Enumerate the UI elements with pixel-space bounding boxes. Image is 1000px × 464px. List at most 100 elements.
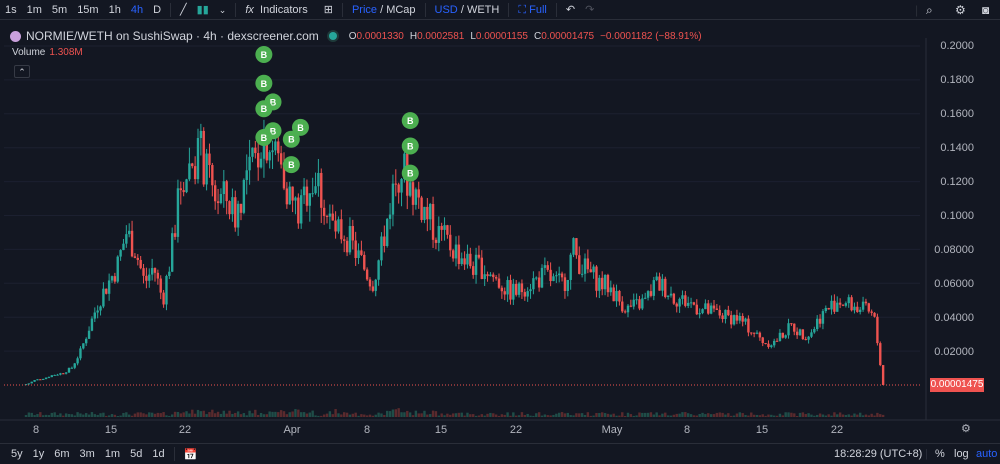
candle-body	[618, 290, 621, 302]
volume-bar	[526, 413, 529, 417]
volume-bar	[50, 412, 53, 417]
volume-bar	[741, 413, 744, 417]
candle-body	[701, 309, 704, 314]
range-1d[interactable]: 1d	[152, 448, 165, 460]
layout-grid-icon[interactable]: ⊞	[323, 3, 333, 16]
range-5y[interactable]: 5y	[11, 448, 23, 460]
volume-bar	[833, 412, 836, 417]
candle-body	[337, 219, 340, 232]
volume-bar	[62, 415, 65, 417]
volume-bar	[735, 413, 739, 417]
volume-bar	[128, 414, 131, 417]
interval-15m[interactable]: 15m	[77, 3, 99, 16]
camera-icon[interactable]: ◙	[982, 3, 990, 17]
full-button[interactable]: ⛶ Full	[513, 0, 552, 20]
candle-body	[159, 278, 162, 293]
candle-body	[70, 367, 74, 369]
interval-d[interactable]: D	[153, 3, 162, 16]
undo-icon[interactable]: ↶	[565, 3, 576, 16]
candle-body	[268, 152, 271, 161]
auto-toggle[interactable]: auto	[976, 448, 998, 460]
volume-bar	[191, 409, 194, 417]
volume-bar	[841, 414, 845, 417]
range-5d[interactable]: 5d	[130, 448, 143, 460]
volume-bar	[709, 414, 713, 417]
volume-bar	[784, 412, 787, 417]
price-mcap-toggle[interactable]: Price / MCap	[347, 0, 421, 20]
date-range-calendar-icon[interactable]: 📅	[183, 448, 198, 461]
interval-4h[interactable]: 4h	[130, 3, 144, 16]
candle-body	[228, 201, 231, 215]
volume-bar	[311, 410, 314, 417]
volume-bar	[67, 414, 71, 417]
c-label: C	[534, 30, 542, 42]
candle-body	[867, 303, 870, 312]
candle-body	[297, 197, 300, 224]
volume-bar	[750, 412, 753, 417]
volume-bar	[704, 414, 707, 417]
candle-body	[403, 153, 406, 180]
candle-body	[90, 318, 94, 331]
volume-bar	[638, 412, 641, 417]
volume-bar	[56, 415, 59, 417]
volume-bar	[96, 414, 99, 417]
candle-body	[658, 276, 661, 291]
volume-bar	[652, 414, 655, 417]
volume-bar	[351, 413, 354, 417]
candle-body	[64, 372, 68, 374]
volume-bar	[76, 412, 79, 417]
candle-body	[580, 273, 584, 275]
volume-bar	[423, 410, 426, 417]
volume-bar	[297, 409, 300, 417]
chart-type-candles-icon[interactable]: ▮▮	[196, 3, 209, 16]
candle-body	[575, 238, 578, 256]
percent-toggle[interactable]: %	[935, 448, 945, 460]
time-axis-label: 8	[32, 424, 40, 436]
range-1m[interactable]: 1m	[104, 448, 121, 460]
search-icon[interactable]: ⌕	[926, 3, 933, 17]
candle-body	[274, 141, 277, 151]
collapse-legend-button[interactable]: ⌃	[14, 65, 30, 78]
volume-bar	[489, 412, 492, 417]
volume-bar	[85, 413, 88, 417]
range-1y[interactable]: 1y	[32, 448, 45, 460]
candle-body	[666, 295, 670, 298]
volume-bar	[629, 414, 633, 417]
gear-icon[interactable]: ⚙	[955, 3, 966, 17]
candle-body	[609, 287, 612, 293]
clock-readout[interactable]: 18:28:29 (UTC+8)	[834, 448, 923, 460]
interval-1h[interactable]: 1h	[108, 3, 121, 16]
volume-bar	[44, 414, 48, 417]
range-3m[interactable]: 3m	[79, 448, 95, 460]
volume-bar	[621, 412, 624, 417]
volume-bar	[532, 415, 535, 417]
axis-settings-icon[interactable]: ⚙	[961, 423, 971, 435]
candle-body	[752, 332, 756, 334]
drawing-line-icon[interactable]: ╱	[180, 3, 187, 16]
volume-bar	[578, 413, 581, 417]
volume-bar	[434, 411, 438, 417]
chevron-down-icon[interactable]: ⌄	[218, 4, 227, 15]
candle-body	[391, 183, 395, 215]
volume-bar	[457, 412, 461, 417]
candle-body	[82, 343, 85, 349]
interval-1s[interactable]: 1s	[5, 3, 17, 16]
volume-bar	[188, 413, 191, 417]
interval-1m[interactable]: 1m	[26, 3, 42, 16]
redo-icon[interactable]: ↷	[585, 3, 595, 16]
candle-body	[847, 297, 850, 304]
symbol-legend: NORMIE/WETH on SushiSwap · 4h · dexscree…	[10, 29, 708, 43]
range-6m[interactable]: 6m	[54, 448, 70, 460]
volume-bar	[781, 415, 784, 417]
interval-5m[interactable]: 5m	[51, 3, 68, 16]
volume-bar	[449, 414, 452, 417]
candle-body	[472, 266, 475, 275]
currency-toggle[interactable]: USD / WETH	[430, 0, 505, 20]
log-toggle[interactable]: log	[954, 448, 969, 460]
candle-body	[116, 256, 119, 282]
candle-body	[171, 233, 174, 272]
indicators-button[interactable]: fx Indicators	[240, 0, 312, 20]
divider	[235, 2, 237, 17]
candle-body	[39, 379, 42, 381]
